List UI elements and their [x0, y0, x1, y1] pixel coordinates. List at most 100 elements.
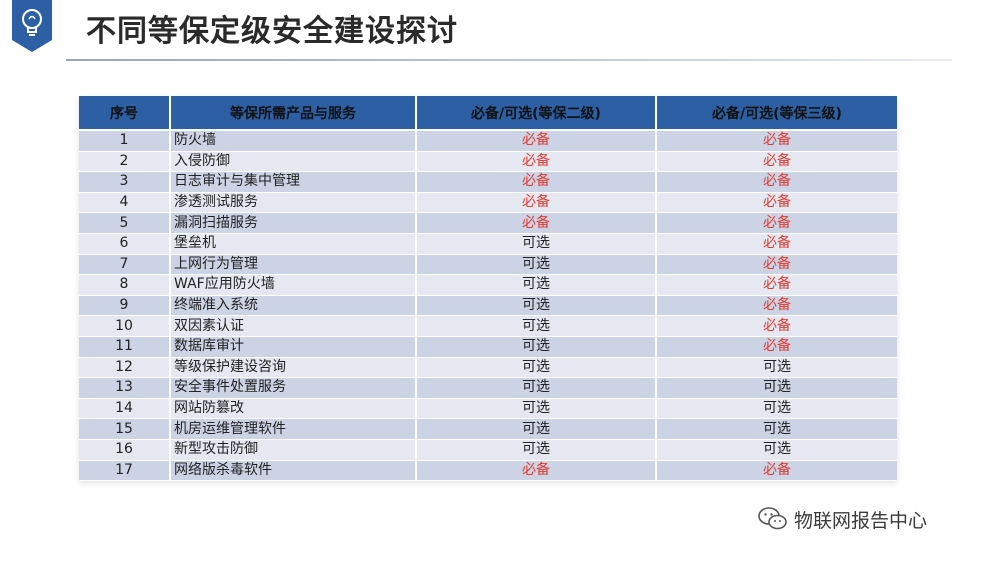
header-level2: 必备/可选(等保二级)	[417, 96, 657, 131]
row-product-name: 机房运维管理软件	[171, 419, 417, 440]
row-index: 14	[79, 398, 171, 420]
row-product-name: 渗透测试服务	[171, 192, 417, 214]
row-level3-status: 可选	[657, 378, 897, 399]
row-level3-status: 必备	[657, 233, 897, 255]
wechat-icon	[758, 507, 787, 530]
header-product: 等保所需产品与服务	[171, 96, 417, 131]
row-product-name: 网站防篡改	[171, 398, 417, 420]
row-level3-status: 可选	[657, 439, 897, 461]
row-level3-status: 可选	[657, 419, 897, 440]
row-product-name: 堡垒机	[171, 233, 417, 255]
row-product-name: 网络版杀毒软件	[171, 460, 417, 482]
table-row: 12 等级保护建设咨询 可选 可选	[79, 357, 897, 379]
table-header-row: 序号 等保所需产品与服务 必备/可选(等保二级) 必备/可选(等保三级)	[79, 96, 897, 131]
row-level3-status: 必备	[657, 254, 897, 276]
header-level3: 必备/可选(等保三级)	[657, 96, 897, 131]
row-level2-status: 可选	[417, 439, 657, 461]
row-level3-status: 可选	[657, 398, 897, 420]
row-product-name: 入侵防御	[171, 151, 417, 173]
lightbulb-icon	[12, 0, 52, 52]
row-index: 6	[79, 233, 171, 255]
row-product-name: 数据库审计	[171, 336, 417, 358]
row-product-name: 双因素认证	[171, 316, 417, 337]
row-level3-status: 必备	[657, 460, 897, 482]
row-product-name: 日志审计与集中管理	[171, 172, 417, 193]
row-level2-status: 可选	[417, 357, 657, 379]
table-row: 6 堡垒机 可选 必备	[79, 233, 897, 255]
row-level3-status: 可选	[657, 357, 897, 379]
table-row: 4 渗透测试服务 必备 必备	[79, 192, 897, 214]
security-products-table-container: 序号 等保所需产品与服务 必备/可选(等保二级) 必备/可选(等保三级) 1 防火…	[79, 96, 897, 482]
row-index: 16	[79, 439, 171, 461]
row-level2-status: 必备	[417, 460, 657, 482]
row-product-name: 安全事件处置服务	[171, 378, 417, 399]
table-row: 15 机房运维管理软件 可选 可选	[79, 419, 897, 440]
watermark-text: 物联网报告中心	[794, 509, 928, 532]
row-level3-status: 必备	[657, 275, 897, 296]
row-index: 7	[79, 254, 171, 276]
table-row: 8 WAF应用防火墙 可选 必备	[79, 275, 897, 296]
watermark: 物联网报告中心	[758, 504, 927, 534]
table-body: 1 防火墙 必备 必备 2 入侵防御 必备 必备 3 日志审计与集中管理 必备 必备 4 渗透测试服务 必备…	[79, 131, 897, 482]
row-product-name: 上网行为管理	[171, 254, 417, 276]
header-index: 序号	[79, 96, 171, 131]
table-row: 11 数据库审计 可选 必备	[79, 336, 897, 358]
row-level2-status: 可选	[417, 254, 657, 276]
row-level2-status: 可选	[417, 419, 657, 440]
row-product-name: WAF应用防火墙	[171, 275, 417, 296]
row-level3-status: 必备	[657, 295, 897, 317]
row-level2-status: 可选	[417, 336, 657, 358]
page-title: 不同等保定级安全建设探讨	[86, 14, 458, 49]
row-index: 9	[79, 295, 171, 317]
table-row: 10 双因素认证 可选 必备	[79, 316, 897, 337]
row-level3-status: 必备	[657, 213, 897, 234]
row-level3-status: 必备	[657, 131, 897, 152]
row-level2-status: 必备	[417, 213, 657, 234]
row-level2-status: 可选	[417, 316, 657, 337]
row-level2-status: 必备	[417, 192, 657, 214]
table-row: 16 新型攻击防御 可选 可选	[79, 439, 897, 461]
table-row: 17 网络版杀毒软件 必备 必备	[79, 460, 897, 482]
row-level2-status: 可选	[417, 378, 657, 399]
row-index: 5	[79, 213, 171, 234]
row-product-name: 防火墙	[171, 131, 417, 152]
table-row: 7 上网行为管理 可选 必备	[79, 254, 897, 276]
row-level3-status: 必备	[657, 172, 897, 193]
table-row: 1 防火墙 必备 必备	[79, 131, 897, 152]
row-product-name: 漏洞扫描服务	[171, 213, 417, 234]
table-row: 9 终端准入系统 可选 必备	[79, 295, 897, 317]
row-index: 1	[79, 131, 171, 152]
row-index: 4	[79, 192, 171, 214]
row-index: 8	[79, 275, 171, 296]
row-index: 17	[79, 460, 171, 482]
row-level2-status: 可选	[417, 233, 657, 255]
row-level2-status: 必备	[417, 151, 657, 173]
row-index: 15	[79, 419, 171, 440]
security-products-table: 序号 等保所需产品与服务 必备/可选(等保二级) 必备/可选(等保三级) 1 防火…	[79, 96, 897, 482]
table-row: 2 入侵防御 必备 必备	[79, 151, 897, 173]
title-divider	[66, 59, 952, 61]
table-row: 13 安全事件处置服务 可选 可选	[79, 378, 897, 399]
row-product-name: 终端准入系统	[171, 295, 417, 317]
row-product-name: 等级保护建设咨询	[171, 357, 417, 379]
row-level3-status: 必备	[657, 316, 897, 337]
row-index: 2	[79, 151, 171, 173]
table-row: 5 漏洞扫描服务 必备 必备	[79, 213, 897, 234]
row-level3-status: 必备	[657, 151, 897, 173]
table-row: 3 日志审计与集中管理 必备 必备	[79, 172, 897, 193]
row-index: 13	[79, 378, 171, 399]
row-level2-status: 必备	[417, 131, 657, 152]
row-product-name: 新型攻击防御	[171, 439, 417, 461]
row-index: 12	[79, 357, 171, 379]
row-level2-status: 可选	[417, 275, 657, 296]
row-level3-status: 必备	[657, 192, 897, 214]
row-index: 3	[79, 172, 171, 193]
row-level2-status: 可选	[417, 295, 657, 317]
row-level2-status: 必备	[417, 172, 657, 193]
table-row: 14 网站防篡改 可选 可选	[79, 398, 897, 420]
row-level2-status: 可选	[417, 398, 657, 420]
row-level3-status: 必备	[657, 336, 897, 358]
row-index: 11	[79, 336, 171, 358]
row-index: 10	[79, 316, 171, 337]
